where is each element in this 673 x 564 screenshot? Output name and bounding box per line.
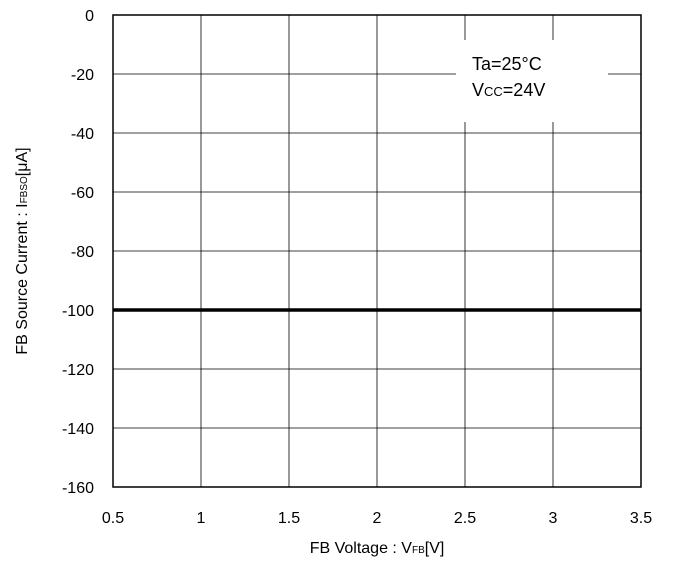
y-tick-labels: 0 -20 -40 -60 -80 -100 -120 -140 -160	[62, 8, 94, 497]
x-tick-label: 1.5	[278, 510, 300, 527]
annotation-vcc: VCC=24V	[472, 80, 545, 100]
y-tick-label: -40	[71, 126, 94, 143]
annotation-vcc-value: =24V	[503, 80, 546, 100]
y-tick-label: -60	[71, 185, 94, 202]
y-tick-label: 0	[85, 8, 94, 25]
annotation-background	[456, 40, 608, 122]
x-tick-label: 1	[197, 510, 206, 527]
x-axis-title-main: FB Voltage : V	[310, 540, 413, 557]
plot-frame	[112, 14, 642, 488]
y-tick-label: -120	[62, 362, 94, 379]
x-tick-label: 3.5	[630, 510, 652, 527]
annotation-temperature: Ta=25°C	[472, 54, 542, 74]
x-tick-label: 2	[373, 510, 382, 527]
x-tick-label: 0.5	[102, 510, 124, 527]
y-axis-title-unit: [μA]	[14, 147, 31, 176]
x-tick-label: 2.5	[454, 510, 476, 527]
annotation-vcc-sub: CC	[484, 84, 503, 99]
x-tick-labels: 0.5 1 1.5 2 2.5 3 3.5	[102, 510, 652, 527]
y-tick-label: -80	[71, 244, 94, 261]
y-axis-title-main: FB Source Current : I	[14, 203, 31, 354]
y-tick-label: -20	[71, 67, 94, 84]
x-axis-title-sub: FB	[412, 545, 425, 556]
y-tick-label: -100	[62, 303, 94, 320]
x-axis-title-unit: [V]	[425, 540, 445, 557]
x-tick-label: 3	[549, 510, 558, 527]
annotation-vcc-main: V	[472, 80, 484, 100]
y-tick-label: -160	[62, 480, 94, 497]
y-axis-title: FB Source Current : IFBSO[μA]	[14, 147, 31, 354]
x-axis-title: FB Voltage : VFB[V]	[310, 540, 445, 557]
y-tick-label: -140	[62, 421, 94, 438]
y-axis-title-sub: FBSO	[19, 176, 30, 203]
condition-annotation: Ta=25°C VCC=24V	[456, 40, 608, 122]
